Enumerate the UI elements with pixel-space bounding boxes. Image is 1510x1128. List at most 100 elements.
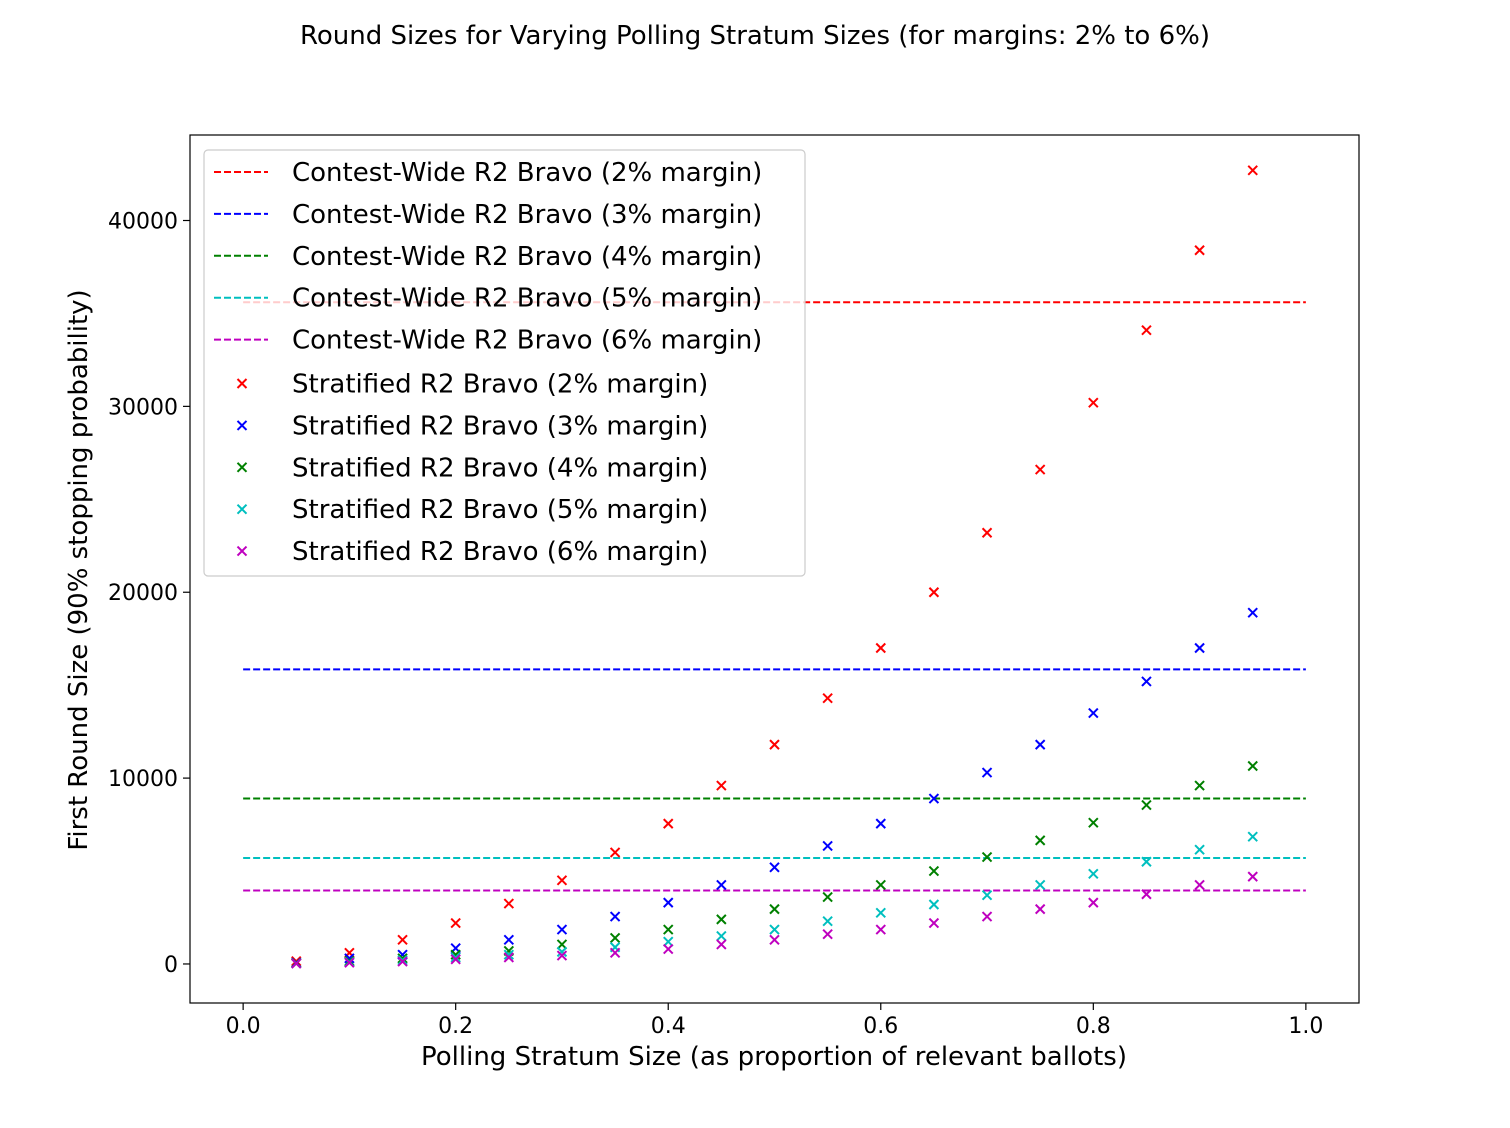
- stratified-point-5: [556, 950, 568, 961]
- stratified-point-5-stroke-b: [663, 943, 674, 955]
- stratified-point-5: [1194, 879, 1205, 891]
- stratified-point-5-stroke-b: [875, 924, 886, 935]
- stratified-point-4-stroke-b: [981, 889, 993, 901]
- stratified-point-2-stroke-b: [822, 840, 833, 852]
- stratified-point-2: [822, 840, 833, 852]
- stratified-point-4-stroke-b: [663, 936, 674, 947]
- stratified-point-5-stroke-b: [1034, 903, 1046, 915]
- stratified-point-5: [1088, 897, 1099, 908]
- stratified-point-1-stroke-b: [663, 818, 674, 829]
- stratified-point-1-stroke-b: [1088, 397, 1099, 408]
- y-tick-label: 30000: [108, 395, 178, 420]
- stratified-point-4-stroke-b: [716, 930, 727, 942]
- stratified-point-3-stroke-b: [981, 851, 993, 863]
- stratified-point-4: [716, 930, 727, 942]
- stratified-point-4: [1247, 831, 1258, 842]
- stratified-point-5: [1247, 871, 1258, 882]
- stratified-point-2-stroke-b: [875, 818, 886, 829]
- stratified-point-5-stroke-b: [291, 958, 302, 969]
- legend-entry-label: Stratified R2 Bravo (3% margin): [292, 411, 708, 441]
- stratified-point-4-stroke-b: [450, 952, 461, 963]
- stratified-point-1: [716, 780, 727, 791]
- stratified-point-3-stroke-b: [716, 914, 727, 925]
- legend-marker-swatch-stroke-b: [236, 545, 248, 557]
- stratified-point-4: [1034, 879, 1046, 891]
- stratified-point-3-stroke-b: [928, 865, 940, 877]
- legend-entry-label: Stratified R2 Bravo (5% margin): [292, 495, 708, 525]
- stratified-point-1: [875, 642, 886, 654]
- stratified-point-3-stroke-b: [609, 932, 621, 944]
- stratified-point-5-stroke-b: [1088, 897, 1099, 908]
- stratified-point-1-stroke-b: [1247, 165, 1258, 176]
- stratified-point-2: [1194, 642, 1205, 654]
- stratified-point-4-stroke-b: [1194, 844, 1205, 855]
- legend-entry-label: Stratified R2 Bravo (4% margin): [292, 453, 708, 483]
- stratified-point-2: [503, 934, 515, 946]
- legend-marker-swatch: [236, 545, 248, 557]
- stratified-point-5: [1034, 903, 1046, 915]
- stratified-point-3: [981, 851, 993, 863]
- stratified-point-2: [875, 818, 886, 829]
- stratified-point-3-stroke-b: [875, 879, 886, 891]
- stratified-point-5: [663, 943, 674, 955]
- legend-entry-label: Contest-Wide R2 Bravo (4% margin): [292, 242, 762, 272]
- legend-marker-swatch-stroke-b: [236, 503, 248, 515]
- stratified-point-3-stroke-b: [822, 891, 833, 903]
- plot-area: [243, 165, 1306, 969]
- x-tick-label: 0.8: [1076, 1014, 1111, 1039]
- stratified-point-1: [663, 818, 674, 829]
- stratified-point-5: [397, 956, 408, 967]
- stratified-point-1-stroke-b: [769, 739, 780, 750]
- stratified-point-3-stroke-b: [663, 924, 674, 935]
- y-tick-label: 0: [164, 953, 178, 978]
- stratified-point-2: [928, 793, 940, 804]
- y-axis-label: First Round Size (90% stopping probabili…: [64, 289, 94, 850]
- stratified-point-2-stroke-b: [1247, 607, 1258, 618]
- stratified-point-2: [556, 924, 568, 935]
- stratified-point-1-stroke-b: [1034, 464, 1046, 475]
- stratified-point-3-stroke-b: [769, 903, 780, 915]
- legend-marker-swatch-stroke-b: [236, 462, 248, 473]
- stratified-point-1-stroke-b: [609, 847, 621, 858]
- stratified-point-5-stroke-b: [1247, 871, 1258, 882]
- stratified-point-2-stroke-b: [928, 793, 940, 804]
- stratified-point-5: [769, 934, 780, 946]
- legend-marker-swatch: [236, 378, 248, 389]
- x-axis: 0.0 0.2 0.4 0.6 0.8 1.0: [226, 1003, 1323, 1039]
- stratified-point-5-stroke-b: [344, 957, 355, 968]
- stratified-point-5: [291, 958, 302, 969]
- stratified-point-3: [1034, 835, 1046, 846]
- stratified-point-4-stroke-b: [1034, 879, 1046, 891]
- stratified-point-2: [609, 911, 621, 922]
- stratified-point-2: [716, 879, 727, 891]
- stratified-point-1: [450, 917, 461, 929]
- x-tick-label: 0.2: [438, 1014, 473, 1039]
- stratified-point-5-stroke-b: [981, 911, 993, 922]
- stratified-point-1-stroke-b: [716, 780, 727, 791]
- stratified-point-4-stroke-b: [875, 907, 886, 919]
- stratified-point-1: [1247, 165, 1258, 176]
- stratified-point-2-stroke-b: [769, 862, 780, 873]
- stratified-point-2-stroke-b: [1088, 707, 1099, 719]
- legend-entry-label: Contest-Wide R2 Bravo (6% margin): [292, 326, 762, 356]
- stratified-point-5: [822, 929, 833, 940]
- legend-marker-swatch: [236, 420, 248, 431]
- stratified-point-2-stroke-b: [716, 879, 727, 891]
- stratified-point-5-stroke-b: [397, 956, 408, 967]
- stratified-point-4: [663, 936, 674, 947]
- stratified-point-3: [716, 914, 727, 925]
- stratified-point-5: [875, 924, 886, 935]
- stratified-point-1-stroke-b: [875, 642, 886, 654]
- stratified-point-3: [1247, 760, 1258, 772]
- legend-entry-label: Contest-Wide R2 Bravo (3% margin): [292, 200, 762, 230]
- stratified-point-1-stroke-b: [822, 692, 833, 704]
- stratified-point-1: [397, 934, 408, 946]
- stratified-point-3-stroke-b: [397, 953, 408, 964]
- stratified-point-2-stroke-b: [609, 911, 621, 922]
- y-tick-label: 10000: [108, 767, 178, 792]
- legend-marker-swatch-stroke-b: [236, 378, 248, 389]
- stratified-point-3: [1141, 799, 1152, 811]
- stratified-point-1-stroke-b: [1141, 324, 1152, 336]
- stratified-point-4: [769, 924, 780, 935]
- stratified-point-5-stroke-b: [716, 939, 727, 950]
